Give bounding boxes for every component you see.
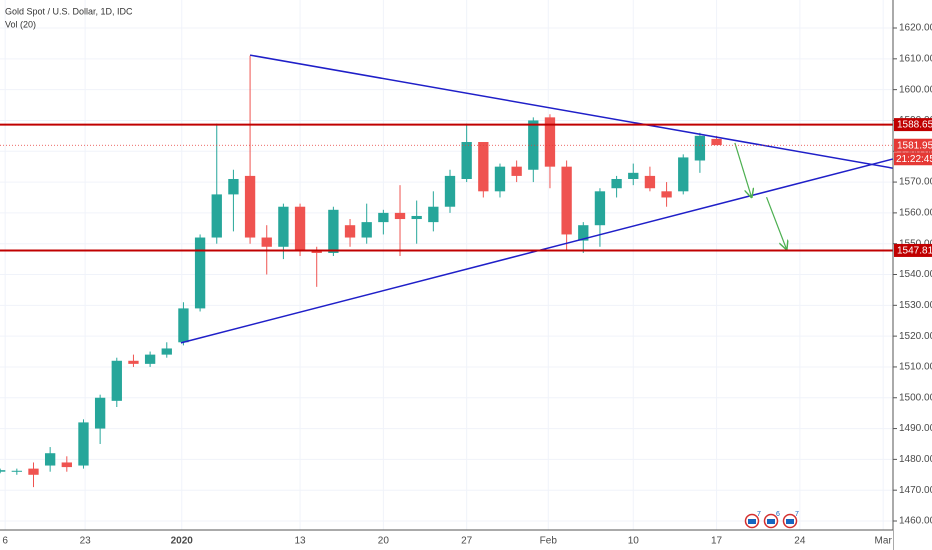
candle-body (228, 178, 239, 195)
candle-body (694, 135, 706, 161)
plot (0, 54, 894, 488)
candle-body (211, 194, 222, 238)
y-tick-label: 1510.00 (899, 362, 932, 373)
y-tick-label: 1600.00 (899, 84, 932, 95)
candle-body (44, 453, 56, 466)
chart-title: Gold Spot / U.S. Dollar, 1D, IDC (5, 6, 133, 16)
candle-body (261, 237, 272, 247)
candle-body (411, 215, 422, 220)
y-tick-label: 1470.00 (899, 485, 932, 496)
price-label: 1547.81 (897, 246, 932, 257)
event-badge-count: 7 (795, 511, 799, 518)
x-tick-label: 23 (80, 536, 92, 547)
candle-body (461, 142, 472, 179)
candle-body (94, 397, 106, 429)
candle-body (561, 166, 572, 235)
candle-body (194, 237, 206, 309)
time-axis (0, 530, 893, 550)
y-tick-label: 1460.00 (899, 516, 932, 527)
grid (0, 0, 893, 530)
event-badge-count: 6 (776, 511, 780, 518)
y-tick-label: 1570.00 (899, 177, 932, 188)
x-tick-label: 10 (628, 536, 640, 547)
candle-body (528, 120, 539, 170)
trendline (249, 54, 894, 169)
countdown-box (894, 152, 932, 166)
candle-body (78, 422, 89, 466)
arrow (734, 142, 752, 197)
x-tick-label: 13 (294, 536, 306, 547)
candle-body (11, 470, 22, 472)
candle-body (144, 354, 156, 364)
x-tick-label: 27 (461, 536, 473, 547)
candle-body (244, 175, 256, 238)
x-tick-label: 6 (2, 536, 8, 547)
price-box (894, 118, 932, 132)
x-tick-label: 20 (378, 536, 390, 547)
candle-body (361, 222, 372, 238)
y-tick-label: 1530.00 (899, 300, 932, 311)
price-label: 1581.95 (897, 140, 932, 151)
candle-body (0, 470, 6, 472)
candle-body (278, 206, 289, 247)
candle-body (494, 166, 506, 192)
candle-body (378, 212, 389, 223)
candle-body (161, 348, 172, 355)
price-box (894, 138, 932, 152)
candle-body (544, 117, 556, 167)
candle-body (511, 166, 522, 176)
candle-body (711, 138, 722, 146)
price-box (894, 243, 932, 257)
y-tick-label: 1610.00 (899, 53, 932, 64)
candle-body (428, 206, 439, 223)
x-tick-label: 24 (794, 536, 806, 547)
y-tick-label: 1540.00 (899, 269, 932, 280)
candle-body (578, 225, 589, 241)
y-tick-label: 1560.00 (899, 208, 932, 219)
y-tick-label: 1490.00 (899, 423, 932, 434)
arrow (765, 196, 787, 249)
candle-body (444, 175, 456, 207)
candle-body (61, 462, 72, 468)
candle-body (611, 178, 622, 189)
y-tick-label: 1550.00 (899, 238, 932, 249)
axes: 1460.00 1470.00 1480.00 1490.00 1500.00 1510.… (2, 23, 932, 547)
candle-body (344, 225, 356, 238)
event-badge-flag (767, 519, 775, 524)
candle-body (628, 172, 639, 179)
candle-body (111, 360, 122, 401)
candle-body (294, 206, 306, 250)
y-tick-label: 1520.00 (899, 331, 932, 342)
candle-body (594, 191, 606, 226)
x-tick-label: 17 (711, 536, 723, 547)
candle-body (394, 212, 406, 220)
y-tick-label: 1500.00 (899, 392, 932, 403)
candle-body (661, 191, 672, 198)
candle-body (644, 175, 656, 189)
candle-body (28, 468, 39, 475)
x-tick-label: Mar (875, 536, 893, 547)
price-axis (893, 0, 932, 550)
event-badge-count: 7 (757, 511, 761, 518)
x-tick-label: 2020 (171, 536, 194, 547)
candle-body (328, 209, 339, 253)
event-badge-flag (748, 519, 756, 524)
chart-subtitle: Vol (20) (5, 19, 36, 29)
candle-body (128, 360, 139, 364)
candle-body (478, 142, 489, 192)
y-tick-label: 1620.00 (899, 23, 932, 34)
countdown: 21:22:45 (896, 154, 932, 165)
y-tick-label: 1480.00 (899, 454, 932, 465)
candle-body (178, 308, 189, 343)
event-badge-flag (786, 519, 794, 524)
candle-body (678, 157, 689, 192)
x-tick-label: Feb (540, 536, 558, 547)
price-label: 1588.65 (897, 120, 932, 131)
